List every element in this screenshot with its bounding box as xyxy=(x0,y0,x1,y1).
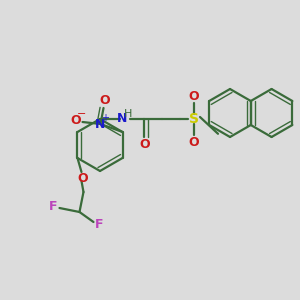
Text: O: O xyxy=(99,94,110,107)
Text: O: O xyxy=(189,136,199,148)
Text: +: + xyxy=(101,113,110,123)
Text: S: S xyxy=(189,112,199,126)
Text: F: F xyxy=(95,218,104,232)
Text: N: N xyxy=(95,118,106,130)
Text: O: O xyxy=(189,89,199,103)
Text: −: − xyxy=(77,109,86,119)
Text: H: H xyxy=(124,109,132,119)
Text: O: O xyxy=(70,115,81,128)
Text: O: O xyxy=(77,172,88,184)
Text: F: F xyxy=(49,200,58,214)
Text: N: N xyxy=(117,112,127,124)
Text: O: O xyxy=(140,139,150,152)
